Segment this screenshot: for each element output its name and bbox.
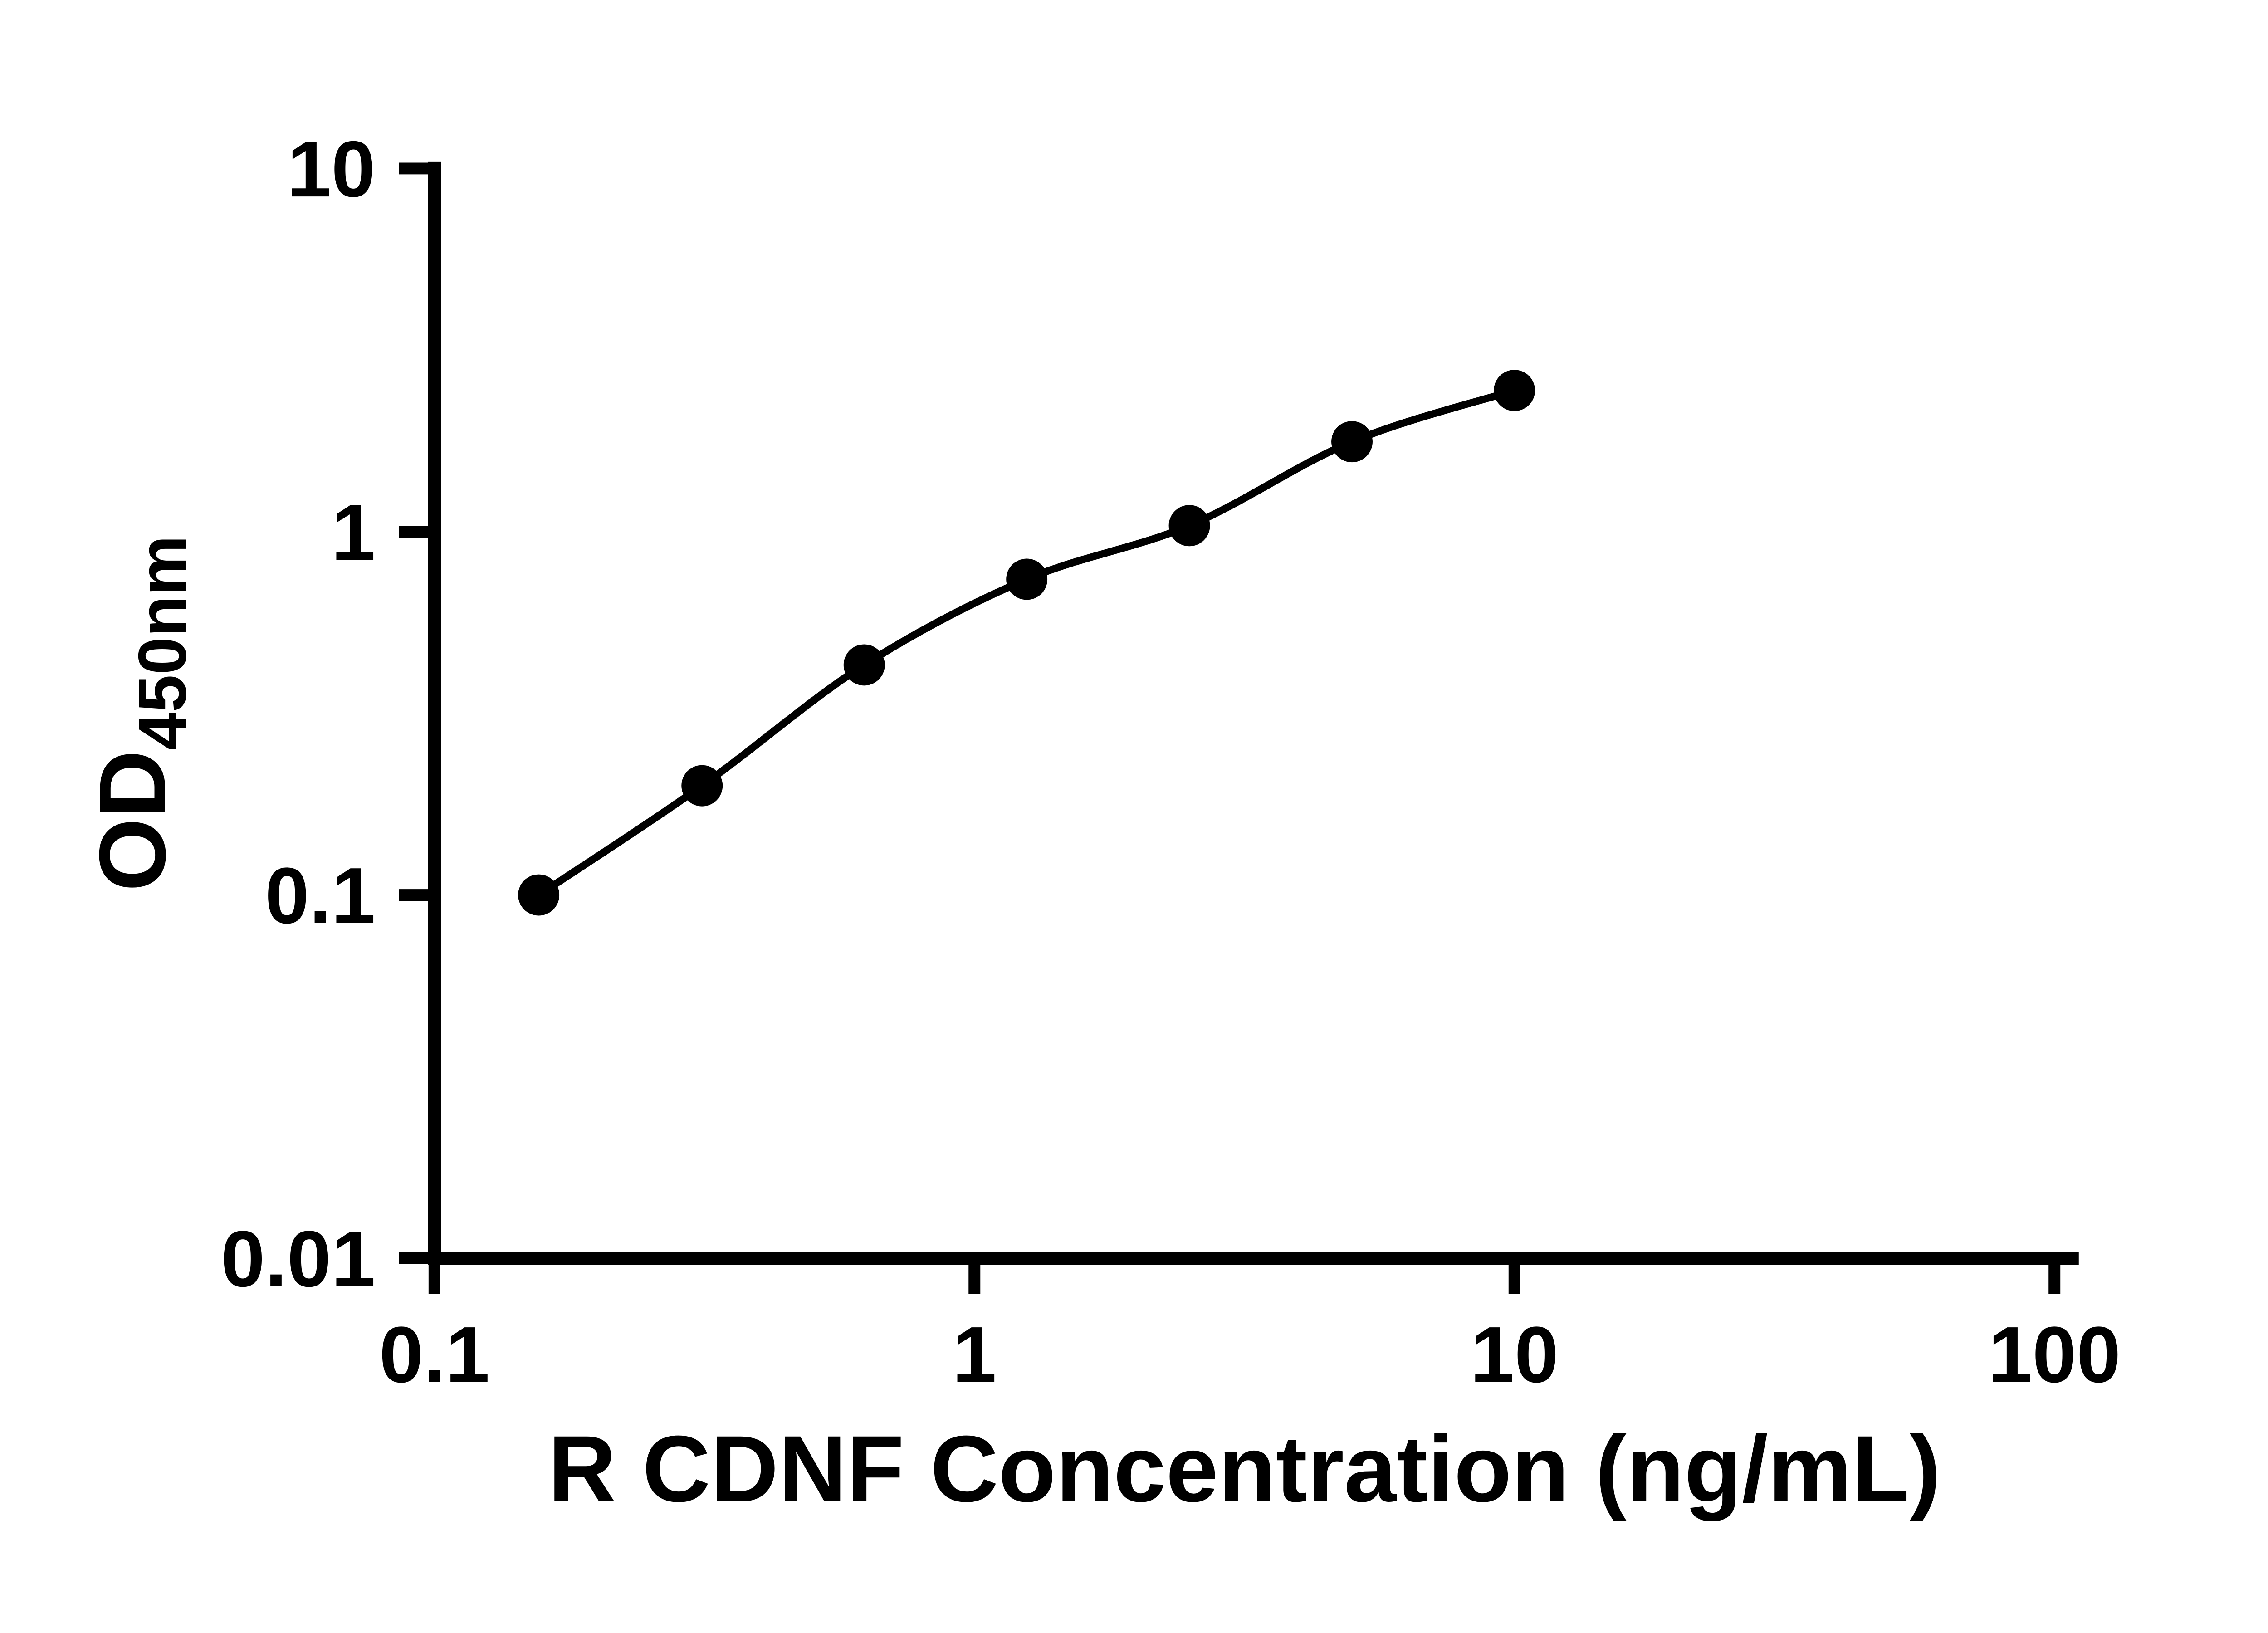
y-axis-title-main: OD (80, 750, 186, 891)
chart-background (0, 21, 2268, 1612)
data-point (681, 765, 723, 807)
data-point (843, 644, 885, 686)
y-axis-title-subscript: 450nm (124, 535, 200, 750)
data-point (518, 874, 560, 916)
x-tick-label: 100 (1988, 1310, 2121, 1399)
y-tick-label: 0.1 (265, 851, 376, 940)
data-point (1331, 421, 1373, 463)
x-tick-label: 1 (953, 1310, 997, 1399)
x-tick-label: 10 (1470, 1310, 1559, 1399)
y-tick-label: 0.01 (221, 1215, 376, 1304)
y-tick-label: 10 (287, 125, 376, 214)
data-point (1168, 505, 1210, 547)
data-point (1006, 558, 1048, 600)
data-point (1494, 370, 1535, 411)
x-axis-title: R CDNF Concentration (ng/mL) (548, 1417, 1941, 1522)
x-tick-label: 0.1 (379, 1310, 490, 1399)
y-axis-title: OD450nm (80, 535, 200, 891)
y-tick-label: 1 (331, 488, 376, 577)
